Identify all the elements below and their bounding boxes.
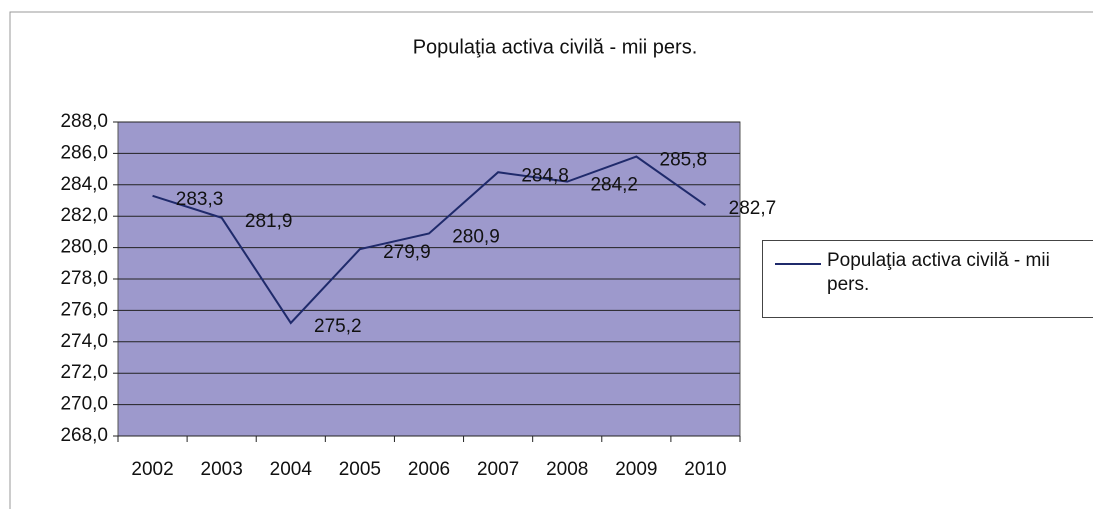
- y-tick-label: 270,0: [60, 394, 108, 415]
- x-tick-label: 2010: [684, 459, 726, 480]
- x-tick-label: 2007: [477, 459, 519, 480]
- x-tick-label: 2009: [615, 459, 657, 480]
- x-tick-label: 2004: [270, 459, 313, 480]
- y-tick-label: 272,0: [60, 362, 108, 383]
- y-tick-label: 282,0: [60, 205, 108, 226]
- data-label: 284,2: [590, 175, 638, 196]
- y-tick-label: 288,0: [60, 111, 108, 132]
- x-tick-label: 2005: [339, 459, 381, 480]
- x-tick-label: 2008: [546, 459, 588, 480]
- legend-label: Populaţia activa civilă - mii pers.: [827, 250, 1050, 295]
- chart-frame: [9, 11, 1093, 509]
- legend: Populaţia activa civilă - mii pers.: [762, 240, 1093, 318]
- x-tick-label: 2002: [131, 459, 173, 480]
- x-tick-label: 2006: [408, 459, 450, 480]
- data-label: 279,9: [383, 242, 431, 263]
- x-tick-label: 2003: [201, 459, 243, 480]
- legend-swatch: [775, 263, 821, 265]
- data-label: 281,9: [245, 211, 293, 232]
- chart-title: Populaţia activa civilă - mii pers.: [413, 36, 698, 58]
- data-label: 283,3: [176, 189, 224, 210]
- data-label: 285,8: [660, 150, 708, 171]
- y-tick-label: 286,0: [60, 142, 108, 163]
- y-tick-label: 276,0: [60, 299, 108, 320]
- y-tick-label: 280,0: [60, 237, 108, 258]
- data-label: 280,9: [452, 226, 500, 247]
- y-tick-label: 278,0: [60, 268, 108, 289]
- data-label: 284,8: [521, 165, 569, 186]
- y-tick-label: 274,0: [60, 331, 108, 352]
- data-line: [152, 155, 707, 325]
- data-label: 275,2: [314, 316, 362, 337]
- y-tick-label: 268,0: [60, 425, 108, 446]
- data-label: 282,7: [729, 198, 777, 219]
- y-tick-label: 284,0: [60, 174, 108, 195]
